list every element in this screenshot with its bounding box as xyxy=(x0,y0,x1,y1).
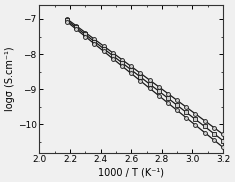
Y-axis label: logσ (S.cm⁻¹): logσ (S.cm⁻¹) xyxy=(5,46,15,111)
X-axis label: 1000 / T (K⁻¹): 1000 / T (K⁻¹) xyxy=(98,167,164,177)
